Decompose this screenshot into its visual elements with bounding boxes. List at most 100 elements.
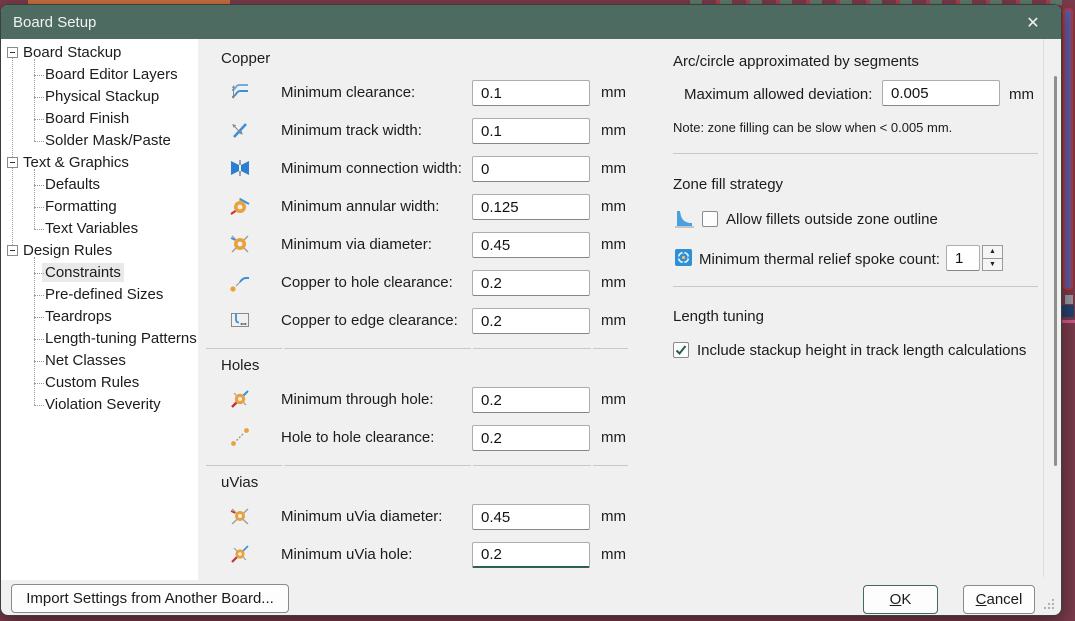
spin-down-icon[interactable]: ▼	[982, 258, 1003, 271]
field-label: Minimum uVia hole:	[281, 546, 413, 563]
tree-item-defaults[interactable]: Defaults	[1, 174, 198, 196]
min-uvia-hole-icon	[229, 543, 251, 565]
backdrop-pcb-stripes	[690, 0, 1062, 5]
min-through-hole-input[interactable]	[472, 387, 590, 413]
field-label: Minimum uVia diameter:	[281, 508, 443, 525]
hole-to-hole-clearance-icon	[229, 426, 251, 448]
titlebar[interactable]: Board Setup ✕	[1, 5, 1061, 39]
unit-label: mm	[1009, 86, 1034, 103]
tree-item-custom-rules[interactable]: Custom Rules	[1, 372, 198, 394]
checkbox-label: Allow fillets outside zone outline	[726, 211, 938, 228]
min-clearance-icon	[229, 81, 251, 103]
field-label: Copper to hole clearance:	[281, 274, 453, 291]
close-icon[interactable]: ✕	[1026, 15, 1040, 32]
spin-up-icon[interactable]: ▲	[982, 245, 1003, 259]
tree-item-text-variables[interactable]: Text Variables	[1, 218, 198, 240]
divider	[284, 465, 471, 466]
collapse-icon[interactable]	[7, 47, 18, 58]
divider	[593, 465, 628, 466]
tree-item-physical-stackup[interactable]: Physical Stackup	[1, 86, 198, 108]
tree-item-teardrops[interactable]: Teardrops	[1, 306, 198, 328]
unit-label: mm	[601, 429, 626, 446]
resize-grip[interactable]	[1052, 599, 1054, 601]
hole-to-hole-clearance-input[interactable]	[472, 425, 590, 451]
field-label: Minimum through hole:	[281, 391, 434, 408]
constraint-row: Minimum track width: mm	[206, 117, 636, 145]
constraint-row: Hole to hole clearance: mm	[206, 424, 636, 452]
unit-label: mm	[601, 236, 626, 253]
divider	[473, 465, 591, 466]
unit-label: mm	[601, 508, 626, 525]
arc-section-title: Arc/circle approximated by segments	[673, 53, 919, 70]
tree-item-constraints[interactable]: Constraints	[1, 262, 198, 284]
copper-to-edge-clearance-input[interactable]	[472, 308, 590, 334]
copper-to-edge-clearance-icon	[229, 309, 251, 331]
collapse-icon[interactable]	[7, 245, 18, 256]
constraint-row: Copper to edge clearance: mm	[206, 307, 636, 335]
constraint-row: Minimum uVia hole: mm	[206, 541, 636, 569]
tree-spine	[34, 59, 35, 141]
max-deviation-input[interactable]	[882, 80, 1000, 106]
thermal-relief-icon	[673, 246, 695, 268]
tree-item-net-classes[interactable]: Net Classes	[1, 350, 198, 372]
tree-item-board-editor-layers[interactable]: Board Editor Layers	[1, 64, 198, 86]
tree-item-violation-severity[interactable]: Violation Severity	[1, 394, 198, 416]
tree-item-formatting[interactable]: Formatting	[1, 196, 198, 218]
tree-item-text-graphics[interactable]: Text & Graphics	[1, 152, 198, 174]
constraint-row: Minimum annular width: mm	[206, 193, 636, 221]
constraint-row: Minimum via diameter: mm	[206, 231, 636, 259]
board-setup-dialog: Board Setup ✕ Board Stackup Board Editor…	[0, 4, 1062, 616]
field-label: Hole to hole clearance:	[281, 429, 435, 446]
tree-item-board-finish[interactable]: Board Finish	[1, 108, 198, 130]
min-through-hole-icon	[229, 388, 251, 410]
min-track-width-input[interactable]	[472, 118, 590, 144]
import-settings-button[interactable]: Import Settings from Another Board...	[11, 584, 289, 613]
backdrop-pcb-pad	[1065, 295, 1073, 304]
tree-item-board-stackup[interactable]: Board Stackup	[1, 42, 198, 64]
copper-to-hole-clearance-input[interactable]	[472, 270, 590, 296]
tree-item-solder-mask-paste[interactable]: Solder Mask/Paste	[1, 130, 198, 152]
constraint-row: Minimum uVia diameter: mm	[206, 503, 636, 531]
tree-item-length-tuning-patterns[interactable]: Length-tuning Patterns	[1, 328, 198, 350]
constraint-row: Minimum through hole: mm	[206, 386, 636, 414]
field-label: Minimum annular width:	[281, 198, 440, 215]
fillet-icon	[673, 207, 695, 229]
unit-label: mm	[601, 122, 626, 139]
checkbox-label: Include stackup height in track length c…	[697, 342, 1027, 359]
collapse-icon[interactable]	[7, 157, 18, 168]
min-connection-width-input[interactable]	[472, 156, 590, 182]
min-uvia-diameter-input[interactable]	[472, 504, 590, 530]
tree-item-design-rules[interactable]: Design Rules	[1, 240, 198, 262]
tree-spine	[34, 169, 35, 229]
min-via-diameter-input[interactable]	[472, 232, 590, 258]
spoke-count-stepper: ▲ ▼	[982, 245, 1003, 271]
min-uvia-diameter-icon	[229, 505, 251, 527]
copper-to-hole-clearance-icon	[229, 271, 251, 293]
unit-label: mm	[601, 198, 626, 215]
divider	[284, 348, 471, 349]
unit-label: mm	[601, 274, 626, 291]
length-section-title: Length tuning	[673, 308, 764, 325]
tree-item-pre-defined-sizes[interactable]: Pre-defined Sizes	[1, 284, 198, 306]
min-track-width-icon	[229, 119, 251, 141]
min-annular-width-input[interactable]	[472, 194, 590, 220]
include-stackup-checkbox[interactable]	[673, 342, 689, 358]
min-uvia-hole-input[interactable]	[472, 542, 590, 568]
divider	[206, 348, 282, 349]
field-label: Maximum allowed deviation:	[684, 86, 873, 103]
min-clearance-input[interactable]	[472, 80, 590, 106]
zone-fill-note: Note: zone filling can be slow when < 0.…	[673, 120, 953, 135]
vertical-scrollbar[interactable]	[1054, 76, 1057, 466]
field-label: Copper to edge clearance:	[281, 312, 458, 329]
dialog-title: Board Setup	[13, 13, 97, 31]
divider	[673, 286, 1038, 287]
field-label: Minimum thermal relief spoke count:	[699, 251, 940, 268]
backdrop-pcb-line	[1062, 320, 1075, 323]
thermal-spoke-count-input[interactable]	[946, 245, 980, 271]
constraint-row: Minimum connection width: mm	[206, 155, 636, 183]
allow-fillets-checkbox[interactable]	[702, 211, 718, 227]
field-label: Minimum track width:	[281, 122, 422, 139]
divider	[206, 465, 282, 466]
